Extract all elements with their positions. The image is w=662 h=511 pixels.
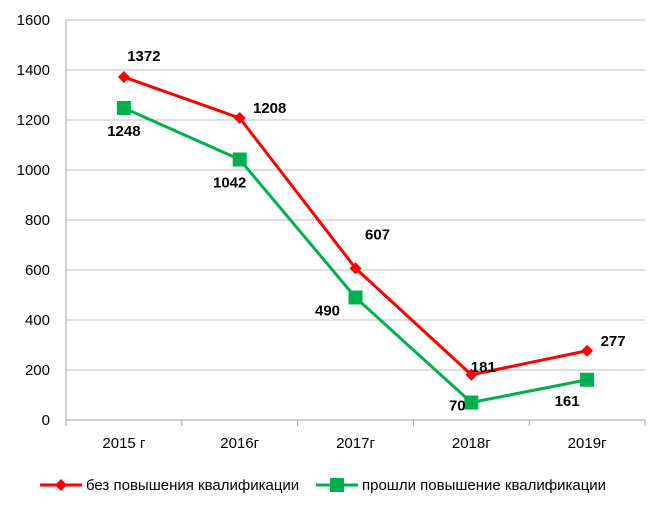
y-tick-label: 400	[25, 312, 50, 329]
y-tick-label: 600	[25, 262, 50, 279]
data-label: 1042	[213, 175, 246, 192]
legend-marker	[55, 479, 67, 491]
y-tick-label: 0	[42, 412, 50, 429]
legend-marker	[330, 478, 344, 492]
legend-item: прошли повышение квалификации	[316, 477, 606, 494]
data-label: 277	[601, 333, 626, 350]
series-layer	[116, 71, 595, 410]
data-point	[348, 290, 363, 305]
data-point	[465, 368, 478, 381]
data-point	[116, 101, 131, 115]
y-tick-label: 1200	[17, 112, 50, 129]
x-axis: 2015 г 2016г 2017г 2018г 2019г	[65, 419, 646, 452]
y-axis: 0 200 400 600 800 1000 1200 1400 1600	[17, 12, 67, 429]
x-tick-label: 2017г	[336, 435, 375, 452]
gridlines	[66, 19, 645, 371]
x-tick-label: 2016г	[220, 435, 259, 452]
x-tick-label: 2018г	[452, 435, 491, 452]
series-line	[123, 75, 588, 377]
series-line	[123, 106, 588, 404]
data-point	[232, 152, 247, 167]
data-point	[581, 344, 594, 357]
data-point	[117, 71, 130, 83]
data-point	[233, 112, 246, 124]
y-tick-label: 1400	[17, 62, 50, 79]
data-label: 1248	[107, 123, 140, 140]
data-point	[580, 372, 595, 387]
data-label: 607	[365, 226, 390, 243]
legend-label: без повышения квалификации	[86, 477, 299, 494]
data-label: 161	[555, 393, 580, 410]
data-label: 1208	[253, 100, 286, 117]
y-tick-label: 1000	[17, 162, 50, 179]
data-label: 1372	[127, 48, 160, 65]
series-green	[116, 101, 595, 410]
legend: без повышения квалификации прошли повышен…	[40, 477, 606, 494]
data-point	[464, 395, 479, 410]
legend-label: прошли повышение квалификации	[362, 477, 606, 494]
data-point	[349, 262, 362, 275]
series-red	[117, 71, 594, 381]
x-tick-label: 2019г	[568, 435, 607, 452]
y-tick-label: 200	[25, 362, 50, 379]
data-labels: 1248 1042 490 70 161 1372 1208 607 181 277	[107, 48, 625, 415]
data-label: 70	[449, 398, 466, 415]
legend-item: без повышения квалификации	[40, 477, 299, 494]
data-label: 490	[315, 303, 340, 320]
data-label: 181	[471, 359, 496, 376]
y-tick-label: 800	[25, 212, 50, 229]
x-tick-label: 2015 г	[102, 435, 146, 452]
y-tick-label: 1600	[17, 12, 50, 29]
